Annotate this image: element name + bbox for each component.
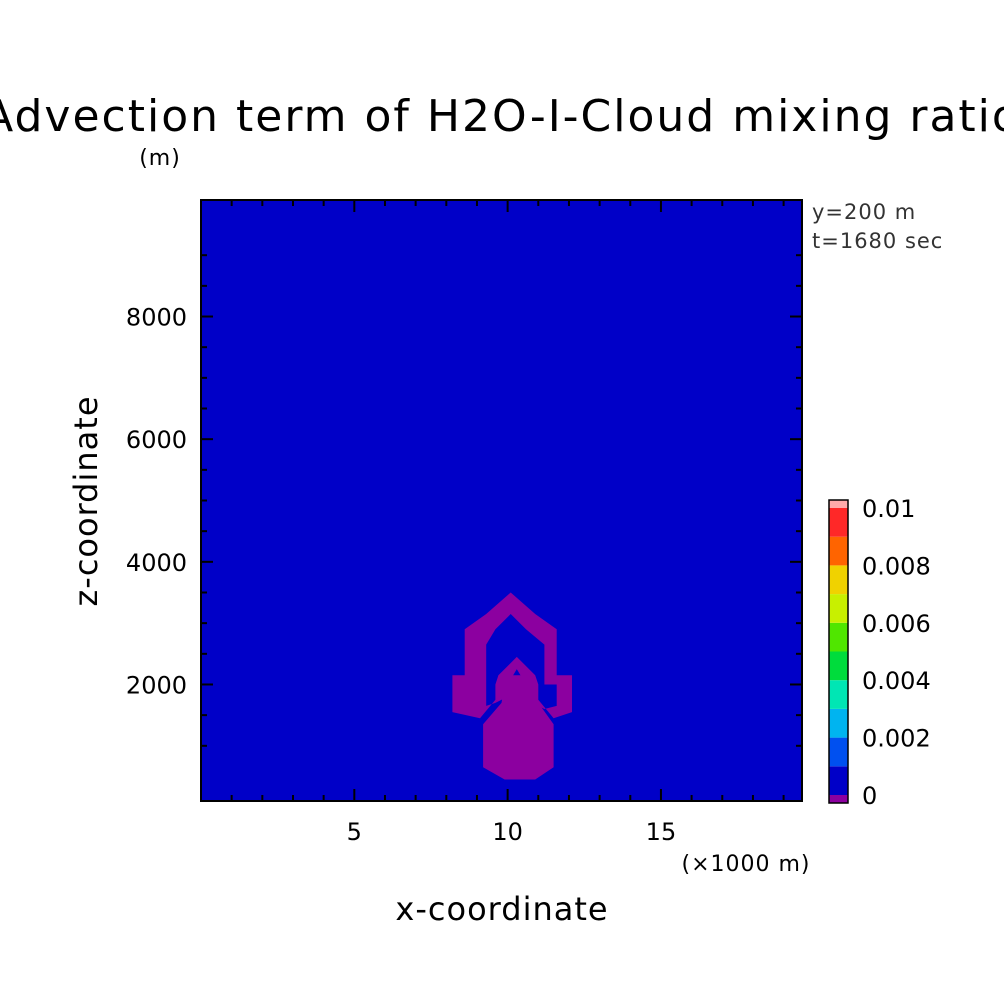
- colorbar-tick-label: 0.002: [862, 725, 931, 753]
- x-tick-label: 10: [492, 818, 523, 846]
- x-unit-label: (×1000 m): [681, 852, 810, 877]
- colorbar-segment: [829, 565, 848, 595]
- chart-title: Advection term of H2O-I-Cloud mixing rat…: [0, 91, 1004, 142]
- colorbar-below-segment: [829, 795, 848, 803]
- y-tick-label: 6000: [126, 426, 187, 454]
- colorbar-tick-label: 0.01: [862, 495, 915, 523]
- colorbar-tick-label: 0: [862, 782, 877, 810]
- colorbar-tick-label: 0.008: [862, 552, 931, 580]
- colorbar-segment: [829, 536, 848, 566]
- colorbar-tick-label: 0.004: [862, 667, 931, 695]
- colorbar-segment: [829, 594, 848, 623]
- regions-group: [452, 592, 572, 780]
- colorbar-segment: [829, 622, 848, 652]
- colorbar-segment: [829, 508, 848, 537]
- colorbar: [828, 499, 849, 804]
- y-unit-label: (m): [139, 146, 181, 171]
- colorbar-frame: [828, 499, 849, 804]
- colorbar-segment: [829, 651, 848, 681]
- annotation-t: t=1680 sec: [812, 229, 943, 253]
- negative-arch-region: [452, 592, 572, 719]
- colorbar-segment: [829, 766, 848, 795]
- x-tick-labels: 5 10 15: [347, 818, 677, 846]
- colorbar-tick-label: 0.006: [862, 610, 931, 638]
- y-tick-label: 8000: [126, 304, 187, 332]
- plot-area: [200, 199, 803, 802]
- x-tick-label: 15: [646, 818, 677, 846]
- colorbar-segment: [829, 680, 848, 709]
- y-axis-title: z-coordinate: [67, 395, 105, 606]
- y-tick-label: 4000: [126, 549, 187, 577]
- y-tick-labels: 2000 4000 6000 8000: [126, 304, 187, 700]
- y-tick-label: 2000: [126, 671, 187, 699]
- colorbar-labels: 0 0.002 0.004 0.006 0.008 0.01: [862, 495, 931, 810]
- colorbar-segment: [829, 737, 848, 767]
- x-axis-title: x-coordinate: [395, 890, 608, 928]
- x-tick-label: 5: [347, 818, 362, 846]
- colorbar-above-segment: [829, 500, 848, 508]
- colorbar-segment: [829, 708, 848, 738]
- plot-frame: [200, 199, 803, 802]
- annotation-y: y=200 m: [812, 200, 916, 224]
- background-field: [201, 200, 802, 801]
- negative-dome-region: [483, 675, 554, 780]
